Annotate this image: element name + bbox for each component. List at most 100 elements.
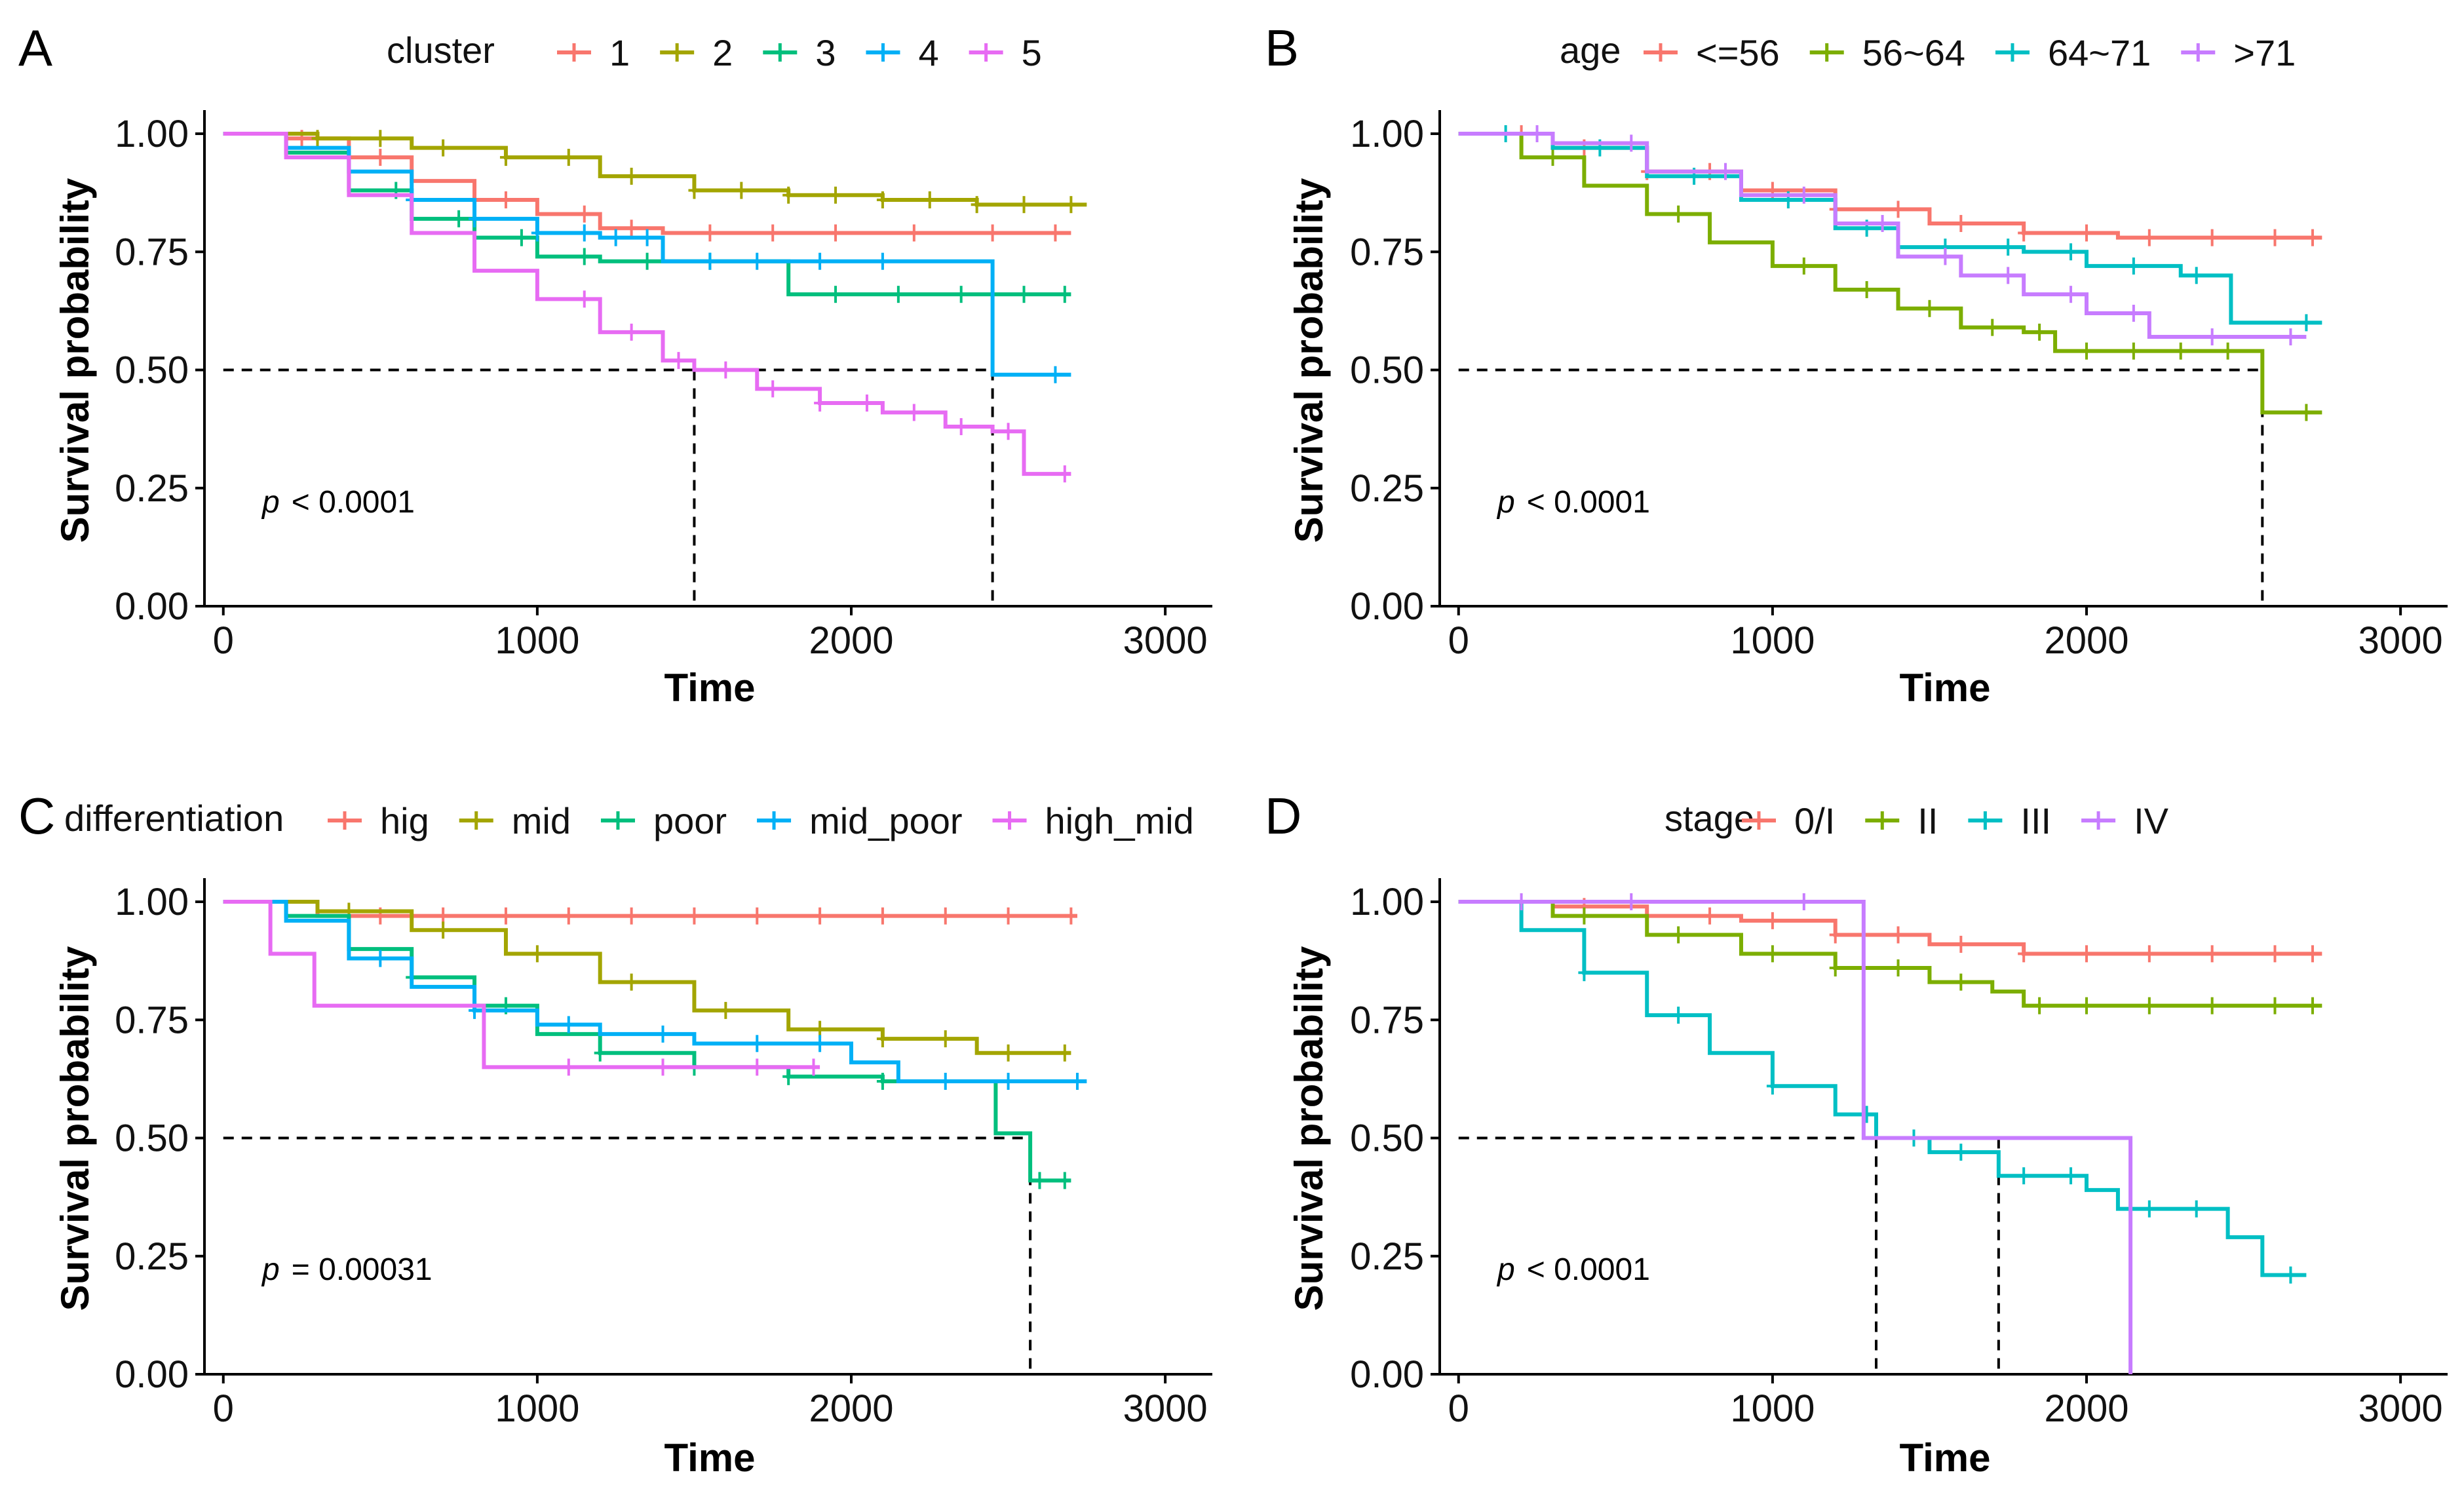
x-tick-label: 0: [1448, 1387, 1469, 1430]
x-tick-label: 3000: [2358, 619, 2443, 662]
panel-a: A cluster Survival probability Time p < 0…: [18, 19, 755, 710]
pvalue-text: = 0.00031: [292, 1252, 433, 1287]
legend-label: high_mid: [1045, 800, 1194, 841]
x-tick-label: 3000: [1123, 619, 1208, 662]
y-tick-label: 0.50: [115, 1117, 189, 1160]
survival-curve-56~64: [1458, 132, 2322, 415]
x-tick-label: 1000: [1730, 619, 1815, 662]
y-axis-title-d: Survival probability: [1287, 946, 1331, 1311]
legend-title-b: age: [1560, 29, 1621, 71]
y-axis-title-c: Survival probability: [53, 946, 97, 1311]
legend-label: mid: [512, 800, 571, 841]
legend-label: mid_poor: [809, 800, 962, 841]
plot-panel-c: 0.00 0.25 0.50 0.75 1.00 0 1000 2000 3000 hig mid p…: [115, 800, 1212, 1430]
survival-curve-4: [223, 132, 1071, 377]
survival-curve-IV: [1458, 900, 2133, 1374]
plot-panel-a: 0.00 0.25 0.50 0.75 1.00 0 1000 2000 3000 1 2 3 4 5: [115, 32, 1212, 662]
x-axis-title-c: Time: [664, 1436, 756, 1480]
panel-b: B age Survival probability Time p < 0.000…: [1265, 19, 1990, 710]
y-axis-title-b: Survival probability: [1287, 178, 1331, 543]
y-tick-label: 0.75: [1350, 999, 1424, 1041]
y-tick-label: 0.50: [1350, 1117, 1424, 1160]
x-tick-label: 0: [1448, 619, 1469, 662]
x-tick-label: 2000: [809, 619, 893, 662]
survival-curve-III: [1458, 900, 2307, 1277]
p-symbol: p: [261, 1252, 280, 1287]
y-tick-label: 0.75: [1350, 231, 1424, 273]
p-symbol: p: [261, 485, 280, 520]
legend-label: >71: [2233, 32, 2296, 73]
panel-letter-c: C: [18, 787, 55, 845]
y-tick-label: 0.00: [115, 1353, 189, 1396]
legend-label: 56~64: [1862, 32, 1965, 73]
x-tick-label: 3000: [2358, 1387, 2443, 1430]
y-tick-label: 0.75: [115, 999, 189, 1041]
legend-label: 3: [815, 32, 836, 73]
panel-letter-b: B: [1265, 19, 1299, 77]
legend-label: II: [1917, 800, 1938, 841]
pvalue-b: p < 0.0001: [1496, 485, 1650, 520]
y-tick-label: 0.25: [115, 467, 189, 510]
x-tick-label: 2000: [2044, 1387, 2128, 1430]
legend-title-d: stage: [1665, 798, 1754, 839]
legend-label: 64~71: [2048, 32, 2151, 73]
x-axis-title-b: Time: [1900, 666, 1991, 710]
legend-title-c: differentiation: [64, 798, 284, 839]
panel-letter-d: D: [1265, 787, 1301, 845]
p-symbol: p: [1496, 485, 1515, 520]
legend-label: 5: [1022, 32, 1042, 73]
pvalue-text: < 0.0001: [1527, 1252, 1650, 1287]
legend-label: 2: [712, 32, 733, 73]
legend-label: <=56: [1696, 32, 1780, 73]
x-tick-label: 3000: [1123, 1387, 1208, 1430]
legend-label: III: [2020, 800, 2051, 841]
survival-curve-2: [223, 132, 1087, 207]
y-tick-label: 1.00: [1350, 113, 1424, 155]
x-tick-label: 0: [213, 619, 234, 662]
plot-panel-b: 0.00 0.25 0.50 0.75 1.00 0 1000 2000 3000 <=56 56~…: [1350, 32, 2448, 662]
y-tick-label: 0.50: [1350, 349, 1424, 392]
y-tick-label: 0.00: [1350, 1353, 1424, 1396]
y-tick-label: 1.00: [115, 881, 189, 923]
x-axis-title-a: Time: [664, 666, 756, 710]
survival-curve-mid: [223, 900, 1071, 1055]
legend-label: 0/I: [1794, 800, 1835, 841]
survival-curve-high_mid: [223, 900, 820, 1070]
y-tick-label: 1.00: [115, 113, 189, 155]
x-tick-label: 1000: [1730, 1387, 1815, 1430]
legend-label: poor: [653, 800, 727, 841]
y-axis-title-a: Survival probability: [53, 178, 97, 543]
legend-label: IV: [2134, 800, 2169, 841]
legend-title-a: cluster: [387, 29, 495, 71]
y-tick-label: 0.50: [115, 349, 189, 392]
x-tick-label: 2000: [2044, 619, 2128, 662]
pvalue-c: p = 0.00031: [261, 1252, 433, 1287]
y-tick-label: 0.25: [115, 1235, 189, 1278]
x-tick-label: 0: [213, 1387, 234, 1430]
x-tick-label: 1000: [495, 619, 579, 662]
x-tick-label: 1000: [495, 1387, 579, 1430]
y-tick-label: 0.00: [115, 585, 189, 628]
panel-d: D stage Survival probability Time p < 0.0…: [1265, 787, 1990, 1480]
survival-curve-mid_poor: [223, 900, 1087, 1084]
pvalue-a: p < 0.0001: [261, 485, 415, 520]
pvalue-d: p < 0.0001: [1496, 1252, 1650, 1287]
panel-c: C differentiation Survival probability T…: [18, 787, 755, 1480]
y-tick-label: 0.25: [1350, 467, 1424, 510]
p-symbol: p: [1496, 1252, 1515, 1287]
x-tick-label: 2000: [809, 1387, 893, 1430]
y-tick-label: 0.00: [1350, 585, 1424, 628]
y-tick-label: 1.00: [1350, 881, 1424, 923]
legend-label: 1: [609, 32, 630, 73]
panel-letter-a: A: [18, 19, 52, 77]
pvalue-text: < 0.0001: [1527, 485, 1650, 520]
legend-label: 4: [918, 32, 938, 73]
pvalue-text: < 0.0001: [292, 485, 415, 520]
x-axis-title-d: Time: [1900, 1436, 1991, 1480]
y-tick-label: 0.25: [1350, 1235, 1424, 1278]
legend-label: hig: [380, 800, 429, 841]
y-tick-label: 0.75: [115, 231, 189, 273]
